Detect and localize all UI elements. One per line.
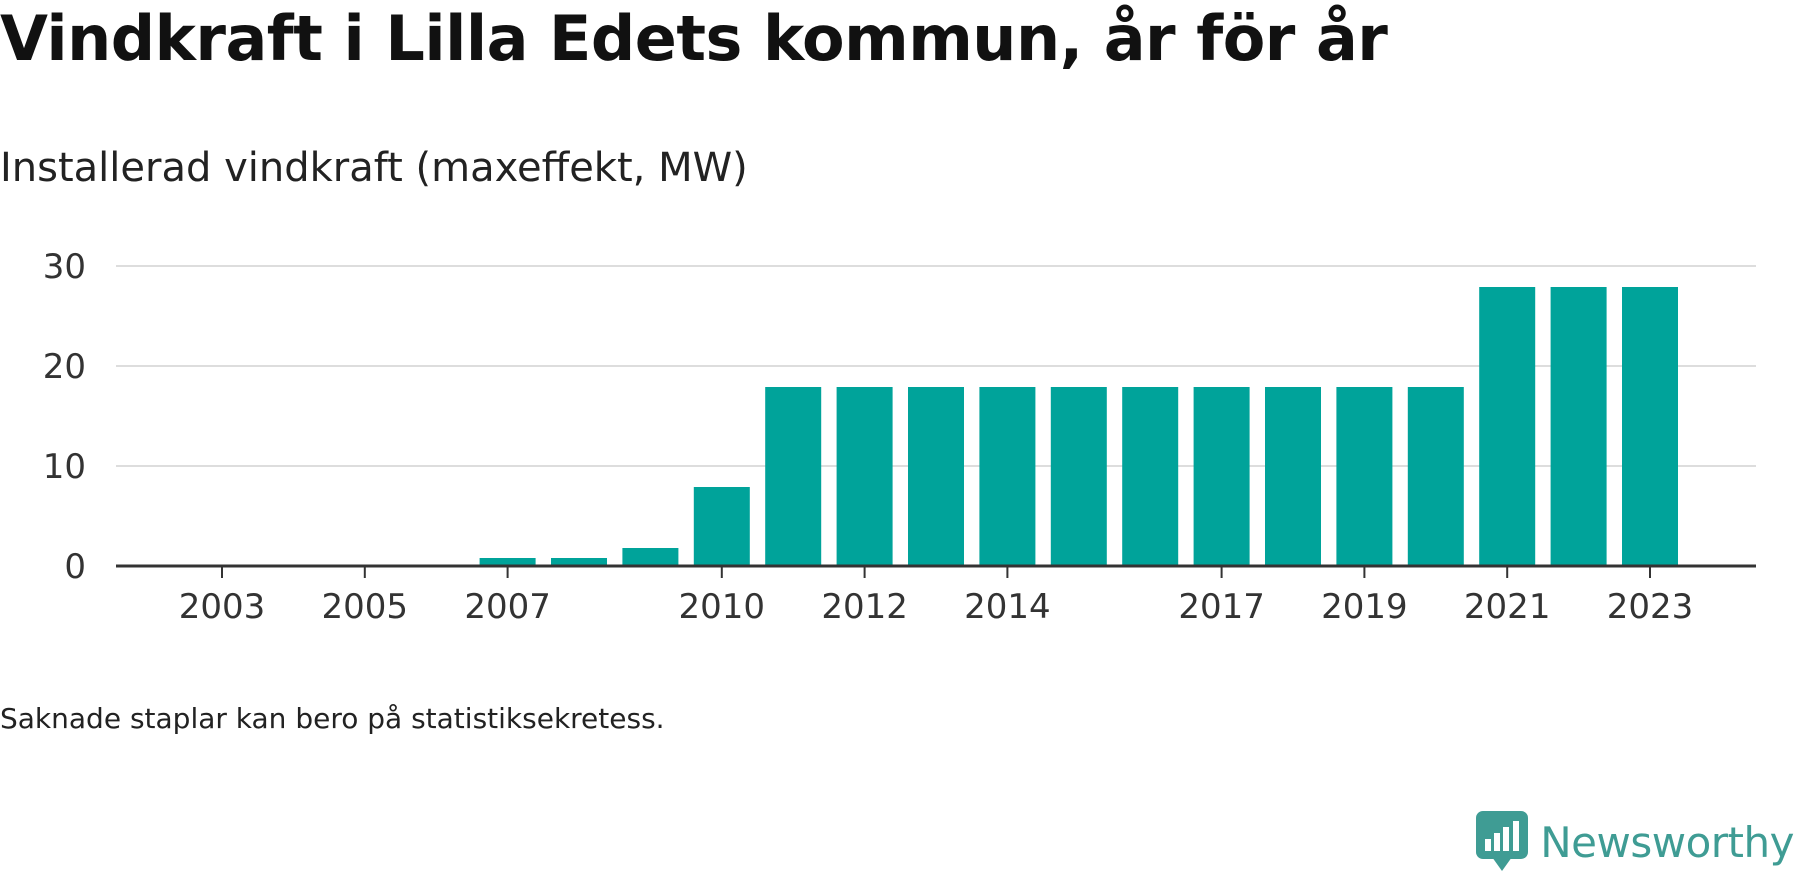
bar-chart: 0 10 20 30 2003 2005 2007 2010 2012 2014 2017 2019 2… [0, 220, 1800, 640]
x-tick-label: 2003 [179, 587, 266, 627]
bar [551, 558, 607, 566]
bar [1479, 287, 1536, 566]
y-tick-label: 0 [64, 547, 86, 587]
bar [1050, 387, 1107, 566]
bar [1407, 387, 1464, 566]
y-tick-label: 30 [43, 247, 86, 287]
bar [693, 487, 750, 566]
x-tick-label: 2012 [821, 587, 908, 627]
speech-bubble-bar-chart-icon [1476, 811, 1529, 871]
bar [1122, 387, 1179, 566]
x-tick-label: 2023 [1607, 587, 1694, 627]
footnote: Saknade staplar kan bero på statistiksek… [0, 702, 665, 735]
bar [1336, 387, 1393, 566]
bar [979, 387, 1036, 566]
bar [622, 548, 679, 566]
bar-chart-svg: 0 10 20 30 2003 2005 2007 2010 2012 2014 2017 2019 2… [43, 247, 1756, 627]
bar [1265, 387, 1321, 566]
x-tick-label: 2014 [964, 587, 1051, 627]
chart-subtitle: Installerad vindkraft (maxeffekt, MW) [0, 145, 748, 191]
x-tick-label: 2007 [464, 587, 551, 627]
bar [479, 558, 536, 566]
chart-title: Vindkraft i Lilla Edets kommun, år för å… [0, 2, 1388, 75]
x-tick-label: 2021 [1464, 587, 1551, 627]
y-tick-label: 20 [43, 347, 86, 387]
y-tick-label: 10 [43, 447, 86, 487]
bar [1622, 287, 1678, 566]
newsworthy-logo: Newsworthy [1476, 811, 1794, 873]
x-tick-label: 2019 [1321, 587, 1408, 627]
x-tick-label: 2017 [1178, 587, 1265, 627]
bar [836, 387, 893, 566]
x-tick-label: 2010 [679, 587, 766, 627]
x-tick-label: 2005 [322, 587, 409, 627]
bar [1193, 387, 1250, 566]
bar [765, 387, 822, 566]
bar [1550, 287, 1607, 566]
bar [908, 387, 964, 566]
brand-name: Newsworthy [1540, 817, 1794, 867]
